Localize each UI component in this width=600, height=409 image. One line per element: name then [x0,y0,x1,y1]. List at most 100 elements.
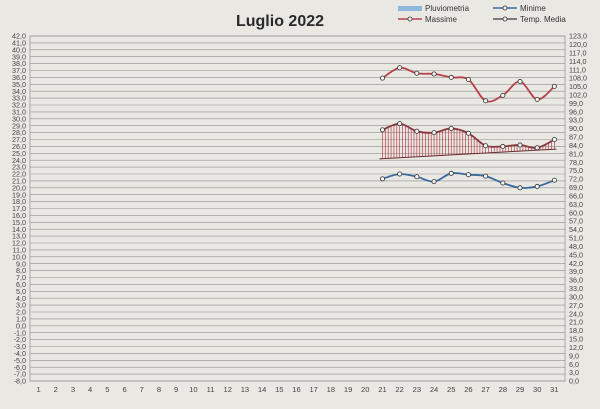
data-point-minime [465,172,471,178]
data-point-minime [414,174,420,180]
x-tick-label: 6 [122,385,126,394]
y-right-tick-label: 120,0 [569,40,587,49]
y-right-tick-label: 57,0 [569,217,583,226]
y-left-tick-label: 40,0 [12,45,26,54]
x-tick-label: 10 [189,385,197,394]
legend-label: Minime [520,4,546,13]
y-left-tick-label: 13,0 [12,232,26,241]
y-right-tick-label: 90,0 [569,124,583,133]
data-point-minime [483,173,489,179]
y-right-tick-label: 66,0 [569,191,583,200]
y-right-tick-label: 36,0 [569,276,583,285]
legend-label: Massime [425,15,458,24]
y-left-tick-label: -1,0 [14,328,26,337]
x-tick-label: 11 [207,385,215,394]
x-tick-label: 19 [344,385,352,394]
x-tick-label: 12 [223,385,231,394]
data-point-temp-media [465,130,471,136]
y-left-tick-label: 9,0 [16,259,26,268]
y-left-tick-label: 11,0 [13,246,26,255]
legend-swatch-marker [502,5,508,11]
legend-item: Minime [493,4,546,13]
y-left-tick-label: 29,0 [12,121,26,130]
data-point-temp-media [379,127,385,133]
data-point-temp-media [534,145,540,151]
y-left-tick-label: 28,0 [12,128,26,137]
data-point-massime [483,98,489,104]
x-tick-label: 14 [258,385,266,394]
grid-layer [29,35,566,382]
x-tick-label: 20 [361,385,369,394]
y-right-tick-label: 123,0 [569,32,587,41]
data-point-minime [397,171,403,177]
y-left-tick-label: 15,0 [12,218,26,227]
y-left-tick-label: 10,0 [12,252,26,261]
x-tick-label: 27 [481,385,489,394]
y-left-tick-label: 14,0 [12,225,26,234]
y-left-tick-label: 8,0 [16,266,26,275]
y-right-tick-label: 111,0 [569,65,586,74]
y-left-tick-label: 7,0 [16,273,26,282]
data-point-temp-media [431,130,437,136]
y-left-tick-label: 20,0 [12,183,26,192]
data-point-minime [431,179,437,185]
y-left-tick-label: 39,0 [12,52,26,61]
y-left-tick-label: -6,0 [14,363,26,372]
y-right-tick-label: 84,0 [569,141,583,150]
data-point-massime [414,70,420,76]
y-right-tick-label: 12,0 [569,343,583,352]
legend-label: Temp. Media [520,15,566,24]
legend-item: Massime [398,15,458,24]
y-right-tick-label: 39,0 [569,267,583,276]
y-left-tick-label: 41,0 [12,39,26,48]
data-point-minime [534,183,540,189]
y-right-tick-label: 102,0 [569,91,587,100]
x-tick-label: 26 [464,385,472,394]
y-left-tick-label: -4,0 [14,349,26,358]
data-point-minime [379,176,385,182]
y-left-tick-label: 25,0 [12,149,26,158]
data-point-temp-media [500,143,506,149]
y-left-tick-label: 16,0 [12,211,26,220]
y-left-tick-label: 18,0 [12,197,26,206]
data-point-massime [448,74,454,80]
y-left-tick-label: 12,0 [12,239,26,248]
data-point-massime [500,92,506,98]
data-point-temp-media [517,142,523,148]
y-left-tick-label: 5,0 [16,287,26,296]
x-tick-label: 30 [533,385,541,394]
y-right-tick-label: 105,0 [569,82,587,91]
y-left-tick-label: 19,0 [12,190,26,199]
y-right-tick-label: 24,0 [569,309,583,318]
x-tick-label: 13 [241,385,249,394]
y-left-tick-label: -2,0 [14,335,26,344]
y-right-tick-label: 75,0 [569,166,583,175]
y-left-tick-label: 24,0 [12,156,26,165]
data-point-temp-media [397,121,403,127]
y-left-tick-label: 31,0 [12,108,26,117]
y-right-tick-label: 81,0 [569,149,583,158]
x-tick-label: 15 [275,385,283,394]
y-left-tick-label: 37,0 [12,66,26,75]
data-point-minime [551,177,557,183]
y-left-tick-label: 30,0 [12,114,26,123]
x-tick-label: 5 [105,385,109,394]
y-left-tick-label: 3,0 [16,301,26,310]
y-right-tick-label: 60,0 [569,208,583,217]
legend-swatch-bar [398,6,422,11]
axis-layer: 42,041,040,039,038,037,036,035,034,033,0… [12,32,587,394]
x-tick-label: 31 [550,385,558,394]
y-left-tick-label: 17,0 [12,204,26,213]
data-point-massime [534,96,540,102]
x-tick-label: 23 [413,385,421,394]
legend-swatch-marker [502,16,508,22]
y-left-tick-label: 6,0 [16,280,26,289]
y-left-tick-label: 1,0 [16,315,26,324]
y-left-tick-label: 33,0 [12,94,26,103]
data-point-temp-media [414,128,420,134]
y-left-tick-label: 36,0 [12,73,26,82]
legend: Pluviometria Minime Massime Temp. Media [398,4,566,24]
y-left-tick-label: 22,0 [12,170,26,179]
